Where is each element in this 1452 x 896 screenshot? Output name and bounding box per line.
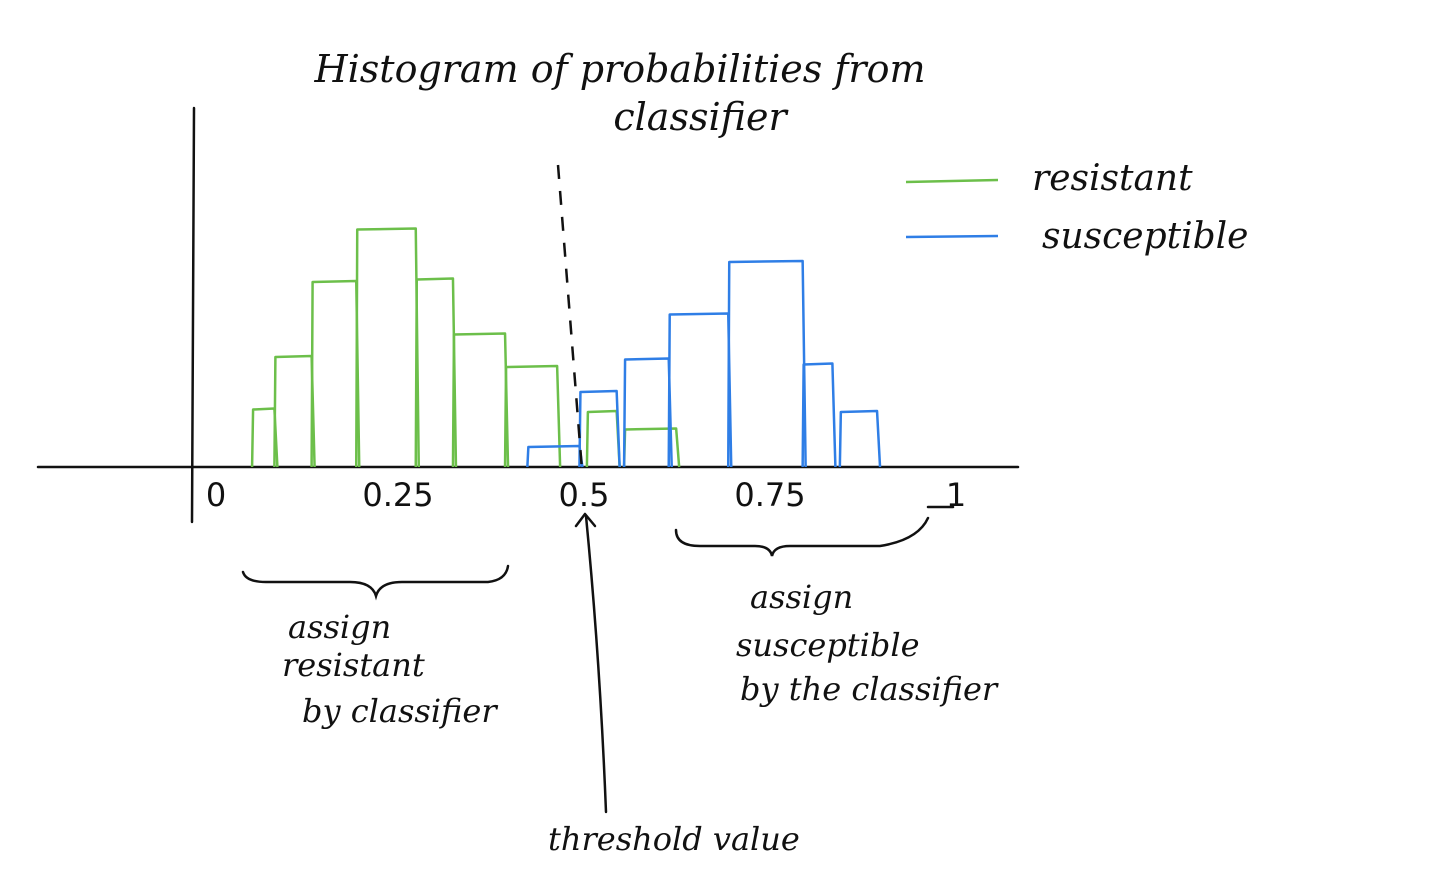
- threshold-arrow: [584, 514, 608, 814]
- left-annotation-line-2: resistant: [282, 646, 425, 684]
- resistant-bar-7: [503, 364, 562, 468]
- susceptible-bar-6: [801, 362, 837, 468]
- left-annotation-line-1: assign: [288, 608, 391, 646]
- legend-resistant-label: resistant: [1032, 158, 1193, 199]
- series-susceptible: [526, 259, 882, 468]
- x-tick-label-1: 0: [206, 476, 226, 514]
- resistant-bar-3: [310, 279, 361, 468]
- right-brace: [674, 516, 930, 557]
- histogram-bars: [250, 227, 882, 468]
- right-annotation-line-3: by the classifier: [740, 670, 999, 708]
- x-tick-label-4: 0.75: [734, 476, 805, 514]
- threshold-line: [556, 164, 584, 471]
- susceptible-bar-7: [838, 409, 882, 468]
- x-tick-label-5: 1: [946, 476, 966, 514]
- legend-susceptible-swatch: [905, 234, 999, 239]
- x-tick-label-3: 0.5: [559, 476, 610, 514]
- threshold-label: threshold value: [548, 820, 800, 858]
- series-resistant: [250, 227, 681, 468]
- resistant-bar-2: [273, 354, 316, 468]
- susceptible-bar-3: [622, 357, 673, 468]
- chart-title-line-1: Histogram of probabilities from: [314, 47, 926, 91]
- right-annotation-line-1: assign: [750, 578, 853, 616]
- susceptible-bar-1: [526, 444, 584, 468]
- right-annotation-line-2: susceptible: [736, 626, 920, 664]
- resistant-bar-8: [585, 409, 621, 468]
- y-axis: [190, 106, 196, 524]
- legend-resistant-swatch: [905, 178, 999, 184]
- susceptible-bar-2: [578, 389, 621, 468]
- resistant-bar-6: [451, 332, 510, 468]
- x-tick-labels: 0 0.25 0.5 0.75 1: [206, 476, 966, 514]
- left-annotation-line-3: by classifier: [302, 692, 498, 730]
- susceptible-bar-5: [726, 259, 807, 468]
- resistant-bar-4: [354, 227, 421, 468]
- x-tick-label-2: 0.25: [362, 476, 433, 514]
- resistant-bar-5: [414, 277, 458, 468]
- left-brace: [241, 564, 510, 601]
- threshold-arrowhead: [574, 512, 597, 528]
- chart-title-line-2: classifier: [613, 95, 789, 139]
- legend-susceptible-label: susceptible: [1042, 216, 1249, 257]
